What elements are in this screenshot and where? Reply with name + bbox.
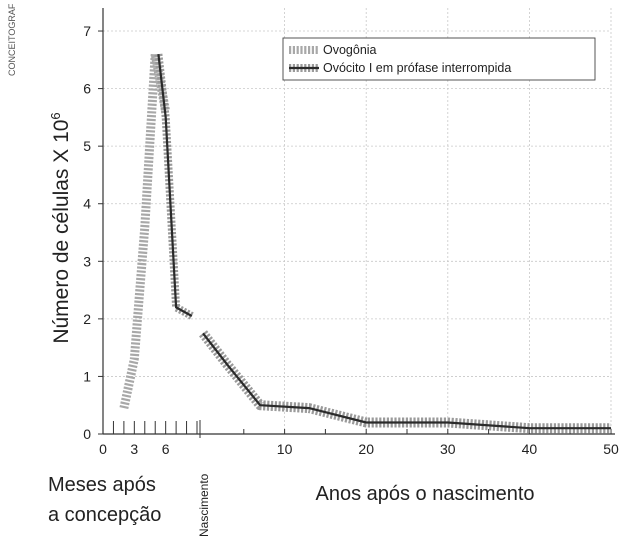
legend-box [282,37,596,81]
y-tick-label: 5 [83,138,91,154]
y-tick-label: 2 [83,311,91,327]
year-tick-label: 40 [522,441,538,457]
y-tick-label: 3 [83,253,91,269]
months-axis-title-line1: Meses após [48,474,156,496]
y-axis-title-exponent: 6 [48,112,63,119]
y-axis-title-main: Número de células X 10 [50,120,73,344]
legend-label-ovocito: Ovócito I em prófase interrompida [323,61,511,75]
y-tick-label: 4 [83,196,91,212]
month-tick-label: 3 [130,441,138,457]
legend-label-ovogonia: Ovogônia [323,43,377,57]
y-tick-label: 7 [83,23,91,39]
credit-text: CONCEITOGRAF [7,3,17,76]
month-tick-label: 0 [99,441,107,457]
birth-label: Nascimento [197,473,211,537]
y-axis-title: Número de células X 106 [48,112,73,343]
year-tick-label: 30 [440,441,456,457]
year-tick-label: 20 [358,441,374,457]
y-tick-label: 6 [83,81,91,97]
ovocito-series-line-months [157,53,193,317]
year-tick-label: 50 [603,441,619,457]
months-axis-title-line2: a concepção [48,504,161,526]
y-tick-label: 1 [83,368,91,384]
year-tick-label: 10 [277,441,293,457]
month-tick-label: 6 [162,441,170,457]
ovocito-series-halo-years [199,330,611,434]
y-tick-label: 0 [83,426,91,442]
years-axis-title: Anos após o nascimento [315,483,534,505]
ovocito-series-line-years [202,332,611,430]
ovogonia-series-line [119,49,171,410]
